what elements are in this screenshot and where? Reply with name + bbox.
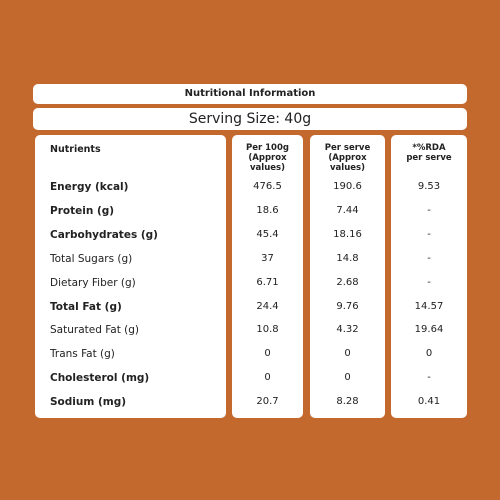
value-cell: 18.6: [256, 204, 279, 216]
column-box: [232, 135, 303, 418]
column-box: [35, 135, 226, 418]
value-cell: -: [427, 228, 431, 240]
serving-size: Serving Size: 40g: [188, 111, 312, 127]
nutrient-name: Protein (g): [50, 204, 115, 217]
value-cell: 7.44: [336, 204, 359, 216]
column-header: Nutrients: [50, 144, 101, 155]
column-box: [310, 135, 385, 418]
nutrient-name: Dietary Fiber (g): [50, 276, 136, 289]
value-cell: 4.32: [336, 324, 359, 336]
value-cell: 6.71: [256, 276, 279, 288]
value-cell: 24.4: [256, 300, 279, 312]
value-cell: 0: [264, 348, 271, 360]
column-header: *%RDA per serve: [406, 143, 452, 163]
value-cell: 9.53: [417, 181, 441, 192]
value-cell: 9.76: [336, 300, 359, 312]
value-cell: 0.41: [417, 396, 441, 408]
title: Nutritional Information: [184, 88, 316, 99]
value-cell: 0: [344, 372, 351, 384]
nutrient-name: Energy (kcal): [50, 181, 129, 193]
value-cell: -: [427, 276, 431, 288]
nutrient-name: Trans Fat (g): [50, 348, 115, 361]
value-cell: 37: [261, 252, 274, 264]
value-cell: 14.57: [414, 300, 444, 312]
value-cell: 45.4: [256, 228, 279, 240]
value-cell: 0: [344, 348, 351, 360]
column-box: [391, 135, 467, 418]
title-box: [33, 84, 467, 104]
value-cell: 20.7: [256, 396, 279, 408]
value-cell: 8.28: [336, 396, 359, 408]
value-cell: 190.6: [333, 181, 362, 192]
value-cell: 19.64: [414, 324, 444, 336]
nutrient-name: Total Fat (g): [50, 300, 122, 313]
serving-box: [33, 108, 467, 130]
value-cell: 0: [425, 348, 433, 360]
nutrient-name: Cholesterol (mg): [50, 372, 150, 385]
value-cell: 0: [264, 372, 271, 384]
nutrient-name: Total Sugars (g): [50, 252, 133, 265]
value-cell: -: [427, 372, 431, 384]
nutrient-name: Saturated Fat (g): [50, 324, 140, 337]
value-cell: 2.68: [336, 276, 359, 288]
nutrient-name: Sodium (mg): [50, 396, 127, 409]
value-cell: 18.16: [333, 228, 362, 240]
value-cell: -: [427, 204, 431, 216]
value-cell: 10.8: [256, 324, 279, 336]
nutrient-name: Carbohydrates (g): [50, 228, 158, 241]
column-header: Per 100g (Approx values): [246, 143, 289, 173]
value-cell: 476.5: [253, 181, 282, 192]
value-cell: -: [427, 252, 431, 264]
column-header: Per serve (Approx values): [324, 143, 371, 173]
value-cell: 14.8: [336, 252, 359, 264]
